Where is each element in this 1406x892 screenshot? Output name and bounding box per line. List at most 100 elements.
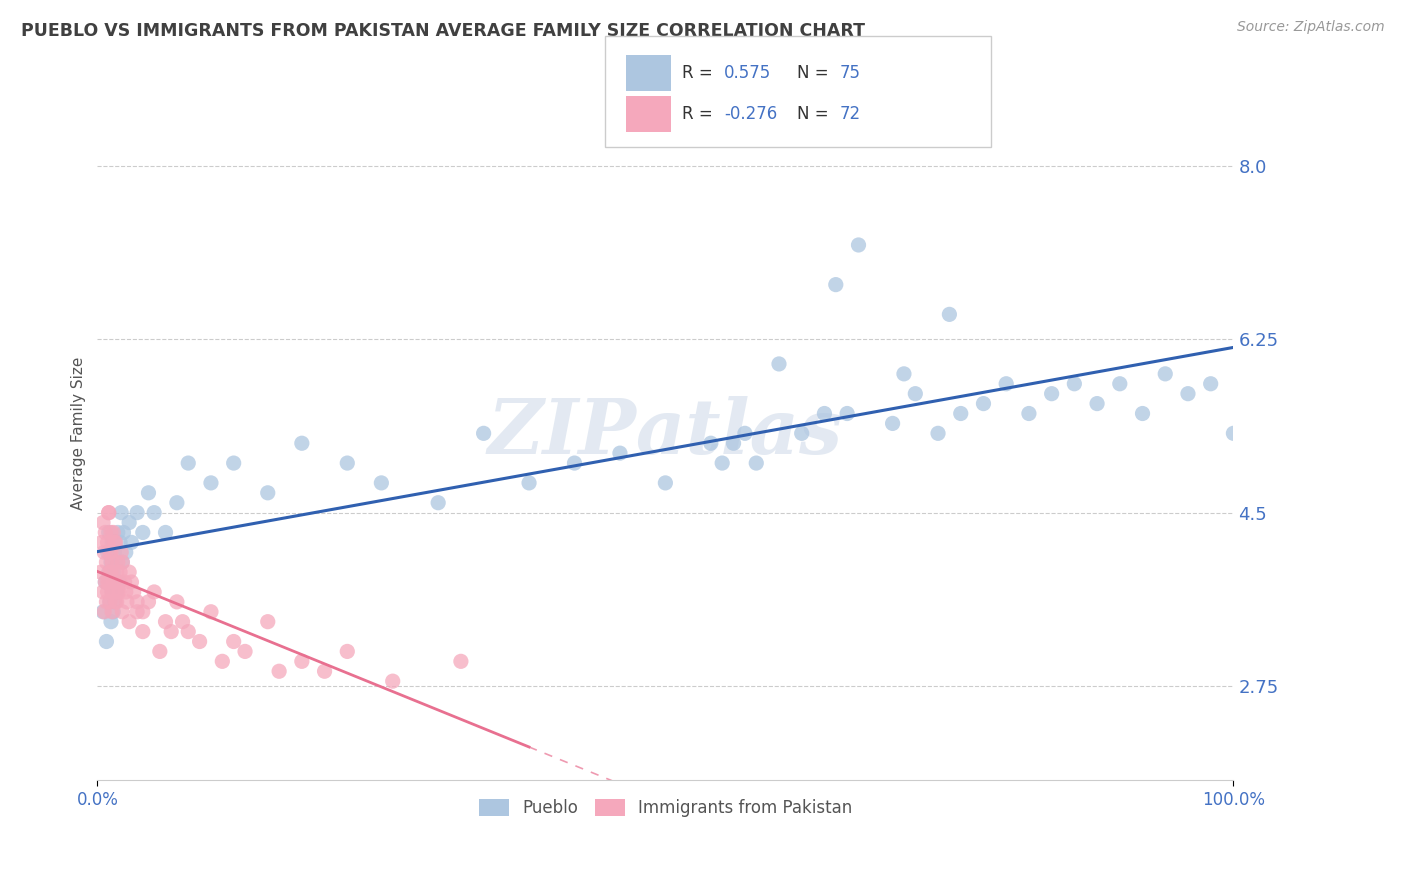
Point (98, 545, 121, 559)
Point (127, 506, 149, 520)
Point (127, 595, 149, 609)
Point (103, 565, 125, 579)
Point (98, 595, 121, 609)
Point (91, 605, 114, 619)
Point (1199, 376, 1222, 391)
Text: -0.276: -0.276 (724, 105, 778, 123)
Point (100, 565, 122, 579)
Point (107, 525, 129, 540)
Point (972, 396, 994, 410)
Point (100, 555, 122, 569)
Point (108, 585, 131, 599)
Point (427, 496, 450, 510)
Point (120, 535, 142, 549)
Point (111, 555, 134, 569)
Point (700, 436, 723, 450)
Point (211, 654, 233, 668)
Point (177, 456, 200, 470)
Point (110, 506, 132, 520)
Point (103, 575, 125, 590)
Text: 72: 72 (839, 105, 860, 123)
Point (112, 525, 135, 540)
Point (93, 545, 115, 559)
Point (882, 417, 904, 431)
Text: Source: ZipAtlas.com: Source: ZipAtlas.com (1237, 20, 1385, 34)
Point (995, 376, 1018, 391)
Point (949, 407, 972, 421)
Point (97, 506, 120, 520)
Point (105, 595, 128, 609)
Point (101, 605, 124, 619)
Point (166, 595, 188, 609)
Point (114, 575, 136, 590)
Point (96, 634, 118, 648)
Point (837, 407, 859, 421)
Point (155, 615, 177, 629)
Point (101, 585, 124, 599)
Text: N =: N = (797, 64, 834, 82)
Point (813, 407, 835, 421)
Text: PUEBLO VS IMMIGRANTS FROM PAKISTAN AVERAGE FAMILY SIZE CORRELATION CHART: PUEBLO VS IMMIGRANTS FROM PAKISTAN AVERA… (21, 22, 865, 40)
Point (609, 446, 631, 460)
Point (155, 525, 177, 540)
Point (790, 426, 813, 441)
Point (138, 595, 160, 609)
Point (94, 525, 117, 540)
Point (1085, 396, 1108, 410)
Point (381, 674, 404, 689)
Point (90, 565, 112, 579)
Point (101, 585, 124, 599)
Point (118, 615, 141, 629)
Text: 75: 75 (839, 64, 860, 82)
Point (517, 475, 540, 490)
Point (200, 605, 222, 619)
Point (269, 665, 291, 679)
Point (745, 456, 768, 470)
Point (97, 585, 120, 599)
Point (314, 665, 336, 679)
Point (291, 436, 314, 450)
Point (256, 615, 278, 629)
Point (103, 575, 125, 590)
Point (100, 545, 122, 559)
Point (1018, 407, 1040, 421)
Point (120, 575, 142, 590)
Point (118, 516, 141, 530)
Point (200, 475, 222, 490)
Point (107, 555, 129, 569)
Point (101, 555, 124, 569)
Point (122, 585, 145, 599)
Point (103, 535, 125, 549)
Point (172, 615, 194, 629)
Point (1177, 386, 1199, 401)
Point (101, 535, 124, 549)
Point (472, 426, 495, 441)
Point (96, 595, 118, 609)
Text: N =: N = (797, 105, 834, 123)
Point (1040, 386, 1063, 401)
Point (97, 535, 120, 549)
Point (98, 595, 121, 609)
Point (138, 485, 160, 500)
Point (1222, 426, 1244, 441)
Point (938, 307, 960, 321)
Point (166, 496, 188, 510)
Point (98, 565, 121, 579)
Point (93, 605, 115, 619)
Point (94, 575, 117, 590)
Text: R =: R = (682, 105, 718, 123)
Point (336, 644, 359, 658)
Legend: Pueblo, Immigrants from Pakistan: Pueblo, Immigrants from Pakistan (472, 792, 859, 824)
Point (96, 555, 118, 569)
Point (654, 475, 676, 490)
Point (1108, 376, 1130, 391)
Text: R =: R = (682, 64, 718, 82)
Point (103, 595, 125, 609)
Point (94, 575, 117, 590)
Point (222, 634, 245, 648)
Point (233, 644, 256, 658)
Point (104, 575, 127, 590)
Point (149, 644, 172, 658)
Point (177, 624, 200, 639)
Point (104, 535, 127, 549)
